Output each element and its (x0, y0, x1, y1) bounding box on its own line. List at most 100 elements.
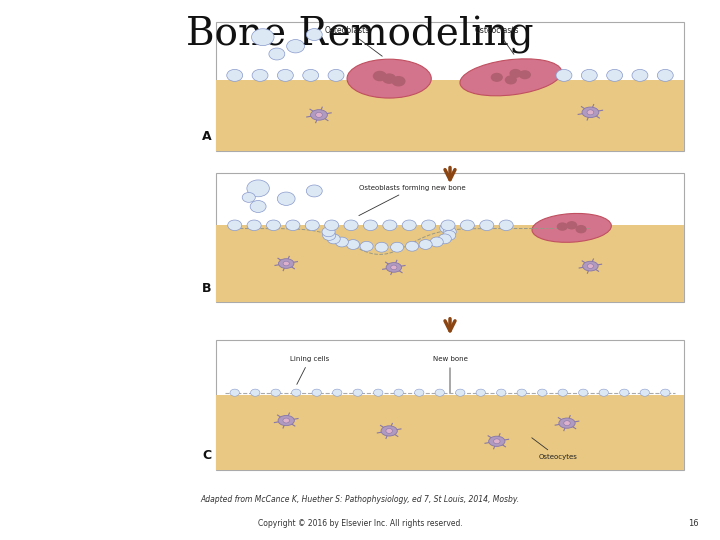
Ellipse shape (381, 426, 397, 436)
Circle shape (287, 39, 305, 53)
Circle shape (227, 70, 243, 82)
FancyBboxPatch shape (216, 22, 684, 151)
Ellipse shape (497, 389, 506, 396)
Text: A: A (202, 131, 212, 144)
Circle shape (405, 241, 418, 251)
Circle shape (364, 220, 377, 231)
Circle shape (325, 220, 338, 231)
Ellipse shape (579, 389, 588, 396)
Ellipse shape (347, 59, 431, 98)
FancyBboxPatch shape (216, 173, 684, 302)
Text: C: C (202, 449, 212, 462)
Circle shape (346, 240, 359, 249)
Circle shape (392, 76, 405, 86)
Ellipse shape (582, 107, 599, 118)
Circle shape (373, 71, 387, 82)
Circle shape (505, 76, 517, 84)
Ellipse shape (620, 389, 629, 396)
Circle shape (491, 73, 503, 82)
Circle shape (283, 261, 289, 266)
Circle shape (390, 242, 404, 252)
Ellipse shape (312, 389, 321, 396)
Text: Bone Remodeling: Bone Remodeling (186, 16, 534, 54)
Circle shape (286, 220, 300, 231)
Ellipse shape (640, 389, 649, 396)
Ellipse shape (476, 389, 485, 396)
FancyBboxPatch shape (216, 340, 684, 470)
Text: Lining cells: Lining cells (290, 356, 329, 384)
Circle shape (306, 29, 323, 40)
Text: Osteocytes: Osteocytes (532, 438, 577, 460)
Circle shape (386, 428, 392, 434)
Circle shape (493, 439, 500, 444)
Circle shape (383, 220, 397, 231)
FancyBboxPatch shape (216, 80, 684, 151)
Text: B: B (202, 282, 212, 295)
Ellipse shape (251, 389, 260, 396)
Circle shape (382, 73, 396, 84)
Ellipse shape (394, 389, 403, 396)
Circle shape (391, 265, 397, 269)
Text: New bone: New bone (433, 356, 467, 393)
Circle shape (581, 70, 598, 82)
Circle shape (242, 192, 256, 202)
Ellipse shape (661, 389, 670, 396)
Ellipse shape (517, 389, 526, 396)
Circle shape (305, 220, 319, 231)
Circle shape (247, 180, 269, 197)
Text: Osteoclasts: Osteoclasts (474, 25, 519, 55)
Circle shape (519, 70, 531, 79)
Circle shape (269, 48, 285, 60)
Ellipse shape (278, 415, 294, 426)
Circle shape (247, 220, 261, 231)
Circle shape (323, 231, 336, 240)
Ellipse shape (559, 418, 575, 428)
Ellipse shape (374, 389, 383, 396)
Circle shape (306, 185, 323, 197)
Circle shape (315, 112, 323, 117)
Ellipse shape (582, 261, 598, 271)
Circle shape (440, 223, 453, 233)
Text: 16: 16 (688, 519, 698, 528)
Circle shape (588, 264, 593, 268)
Circle shape (556, 70, 572, 82)
Ellipse shape (279, 259, 294, 268)
Circle shape (557, 222, 568, 231)
Ellipse shape (532, 213, 611, 242)
Circle shape (587, 110, 594, 115)
Circle shape (250, 200, 266, 212)
Ellipse shape (333, 389, 342, 396)
Circle shape (438, 234, 451, 244)
Ellipse shape (271, 389, 280, 396)
Circle shape (322, 227, 335, 237)
Circle shape (228, 220, 242, 231)
Ellipse shape (435, 389, 444, 396)
Circle shape (657, 70, 673, 82)
Circle shape (251, 29, 274, 45)
Circle shape (402, 220, 416, 231)
Text: Copyright © 2016 by Elsevier Inc. All rights reserved.: Copyright © 2016 by Elsevier Inc. All ri… (258, 519, 462, 528)
Circle shape (480, 220, 494, 231)
Circle shape (460, 220, 474, 231)
Circle shape (444, 227, 456, 237)
Ellipse shape (292, 389, 301, 396)
Circle shape (499, 220, 513, 231)
FancyBboxPatch shape (216, 225, 684, 302)
Ellipse shape (456, 389, 465, 396)
Circle shape (375, 242, 388, 252)
Circle shape (419, 240, 432, 249)
Ellipse shape (558, 389, 567, 396)
Circle shape (443, 231, 456, 240)
Circle shape (430, 237, 444, 247)
Circle shape (328, 70, 344, 82)
Circle shape (252, 70, 268, 82)
Circle shape (277, 70, 293, 82)
FancyBboxPatch shape (216, 395, 684, 470)
Circle shape (336, 237, 348, 247)
Circle shape (277, 192, 295, 205)
Circle shape (266, 220, 281, 231)
Circle shape (607, 70, 623, 82)
Circle shape (360, 241, 373, 251)
Circle shape (566, 221, 577, 230)
Text: Osteoblasts: Osteoblasts (325, 25, 382, 56)
